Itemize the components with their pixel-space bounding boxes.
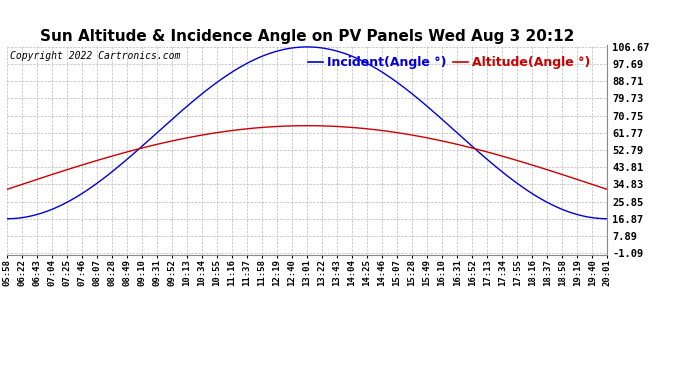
Title: Sun Altitude & Incidence Angle on PV Panels Wed Aug 3 20:12: Sun Altitude & Incidence Angle on PV Pan… xyxy=(40,29,574,44)
Legend: Incident(Angle °), Altitude(Angle °): Incident(Angle °), Altitude(Angle °) xyxy=(304,51,595,74)
Text: Copyright 2022 Cartronics.com: Copyright 2022 Cartronics.com xyxy=(10,51,180,61)
